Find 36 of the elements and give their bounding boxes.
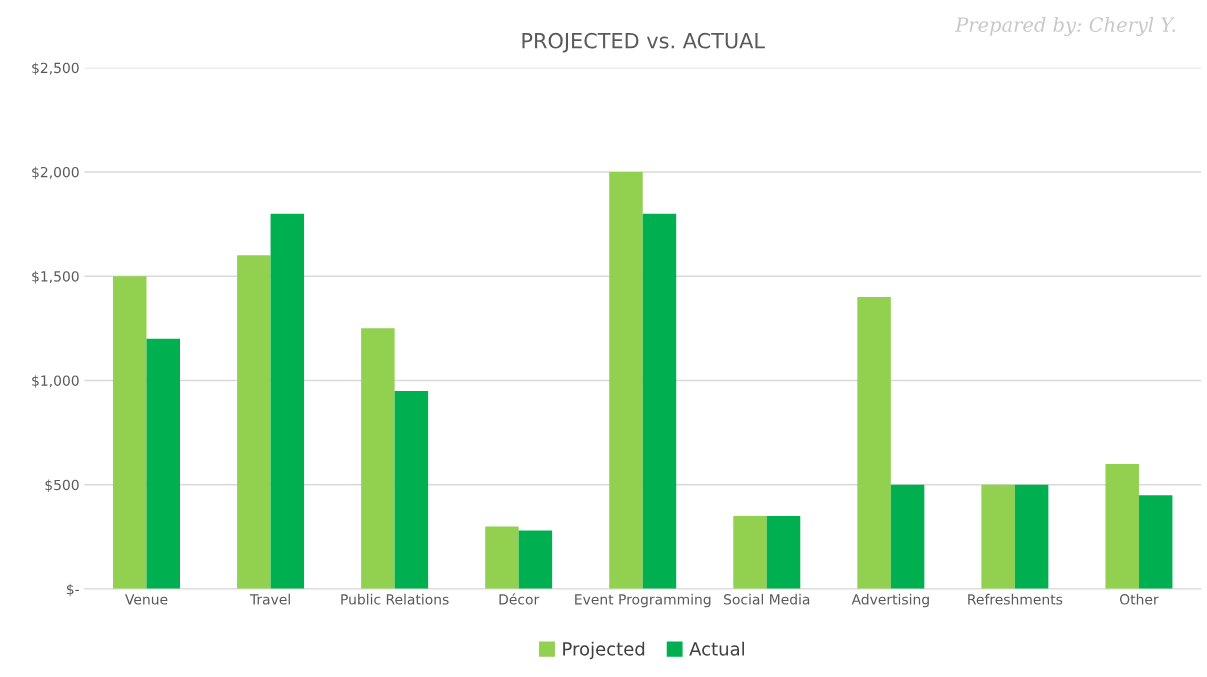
x-tick-label: Other bbox=[1120, 593, 1159, 605]
bar bbox=[146, 338, 181, 589]
x-tick-label: Refreshments bbox=[968, 593, 1063, 605]
bar bbox=[113, 276, 147, 589]
bar bbox=[237, 255, 271, 589]
x-tick-label: Décor bbox=[499, 593, 540, 605]
bar bbox=[890, 484, 925, 589]
chart-title: PROJECTED vs. ACTUAL bbox=[522, 32, 765, 53]
legend-label: Projected bbox=[563, 641, 645, 660]
bar bbox=[518, 530, 553, 589]
x-tick-label: Advertising bbox=[851, 593, 929, 608]
bar bbox=[609, 171, 643, 589]
bar bbox=[1105, 463, 1139, 589]
bar bbox=[981, 484, 1015, 589]
x-tick-label: Event Programming bbox=[575, 593, 711, 608]
bar bbox=[1138, 495, 1173, 589]
bar bbox=[394, 390, 429, 589]
legend-label: Actual bbox=[689, 641, 744, 656]
bar bbox=[361, 328, 395, 589]
y-tick-label: $2,000 bbox=[32, 166, 79, 180]
bar bbox=[270, 213, 305, 589]
y-tick-label: $- bbox=[66, 583, 79, 597]
bar bbox=[733, 516, 767, 589]
x-tick-label: Venue bbox=[125, 594, 168, 605]
bar bbox=[857, 297, 891, 589]
bar bbox=[642, 213, 677, 589]
x-tick-label: Social Media bbox=[724, 593, 810, 605]
bar bbox=[485, 526, 519, 589]
bar bbox=[1014, 484, 1049, 589]
y-tick-label: $500 bbox=[45, 479, 79, 493]
bar bbox=[766, 516, 801, 589]
y-tick-label: $2,500 bbox=[32, 62, 79, 76]
y-tick-label: $1,500 bbox=[32, 270, 79, 284]
y-tick-label: $1,000 bbox=[32, 375, 79, 388]
x-tick-label: Travel bbox=[249, 593, 290, 605]
x-tick-label: Public Relations bbox=[341, 593, 449, 605]
